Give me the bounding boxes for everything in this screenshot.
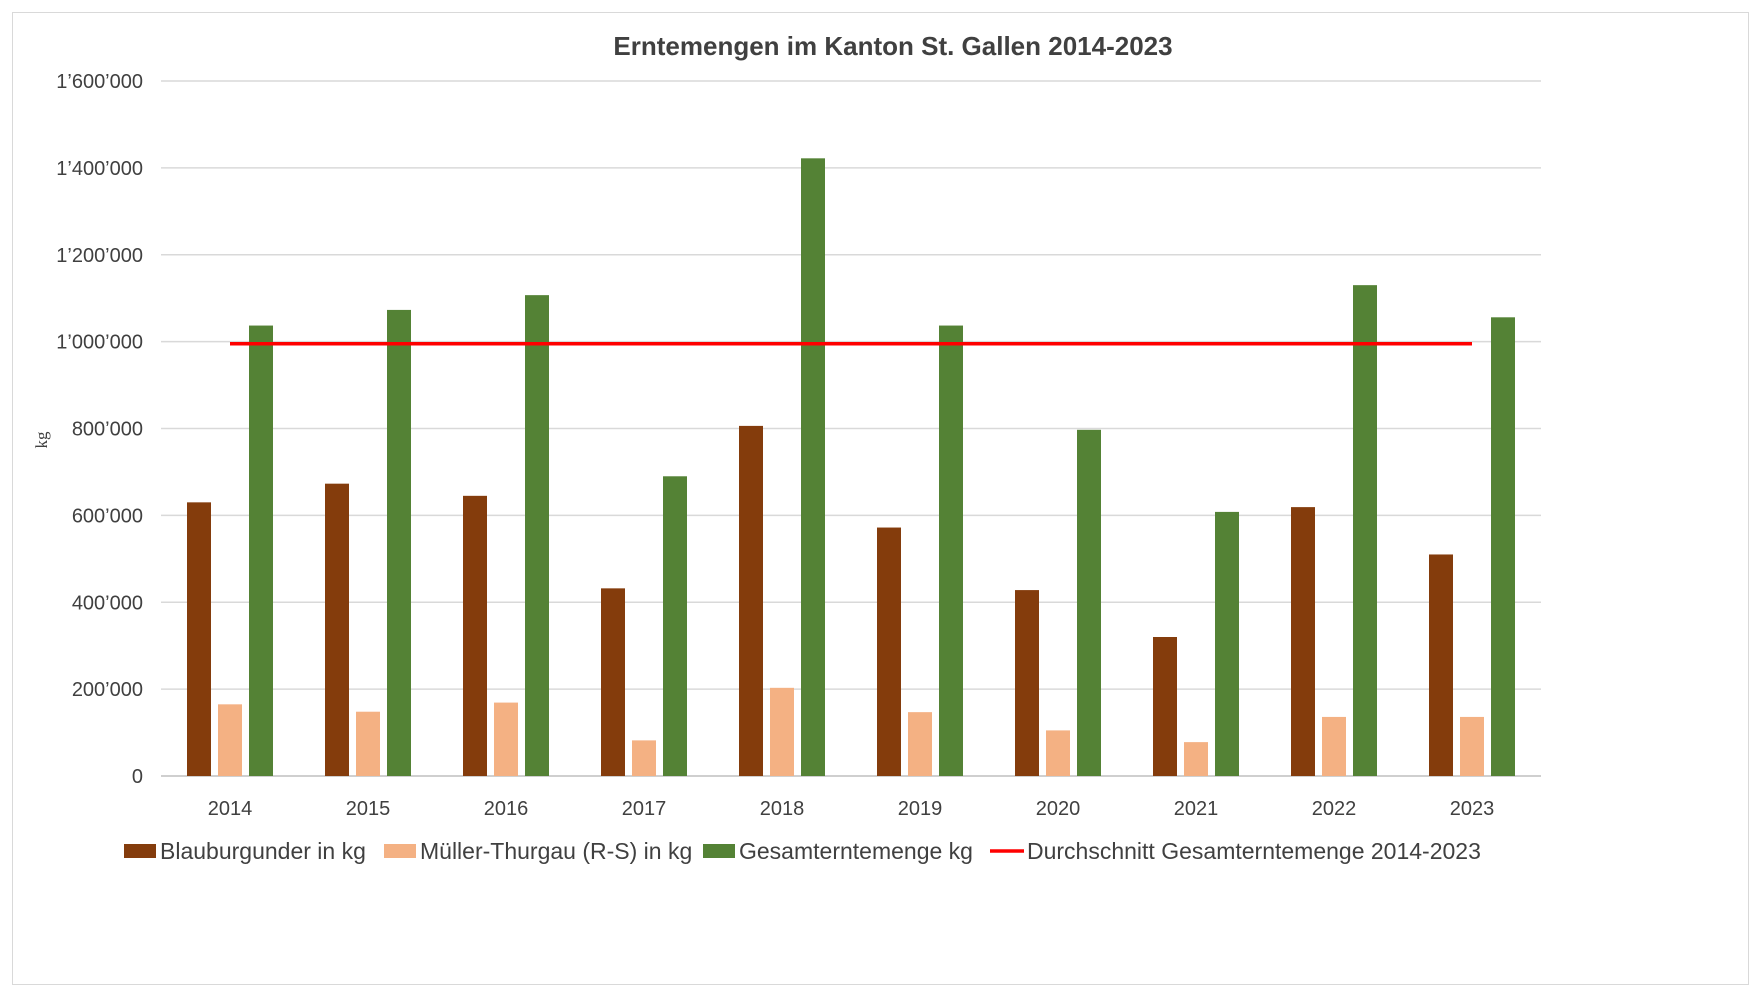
x-tick-label: 2014 bbox=[208, 798, 253, 820]
gesamterntemenge-bar-2020 bbox=[1077, 429, 1101, 776]
mueller-thurgau-bar-2018 bbox=[770, 687, 794, 776]
x-tick-label: 2021 bbox=[1174, 798, 1219, 820]
y-tick-label: 1’000’000 bbox=[56, 332, 143, 354]
x-tick-label: 2019 bbox=[898, 798, 943, 820]
blauburgunder-bar-2023 bbox=[1429, 554, 1453, 776]
legend-label: Gesamterntemenge kg bbox=[739, 838, 973, 864]
x-axis-ticks: 2014 2015 2016 2017 2018 2019 2020 2021 2022 2023 bbox=[208, 798, 1495, 820]
legend: Blauburgunder in kg Müller-Thurgau (R-S) … bbox=[124, 838, 1481, 864]
gesamterntemenge-bar-2023 bbox=[1491, 317, 1515, 776]
mueller-thurgau-bar-2014 bbox=[218, 704, 242, 776]
x-tick-label: 2022 bbox=[1312, 798, 1357, 820]
blauburgunder-bar-2021 bbox=[1153, 637, 1177, 776]
mueller-thurgau-bar-2021 bbox=[1184, 742, 1208, 776]
chart-svg: Erntemengen im Kanton St. Gallen 2014-20… bbox=[32, 31, 1541, 864]
y-tick-label: 400’000 bbox=[72, 592, 143, 614]
mueller-thurgau-bar-2016 bbox=[494, 702, 518, 776]
gesamterntemenge-bar-2018 bbox=[801, 158, 825, 777]
blauburgunder-bar-2018 bbox=[739, 425, 763, 776]
gridlines bbox=[161, 80, 1541, 777]
y-tick-label: 1’600’000 bbox=[56, 71, 143, 93]
x-tick-label: 2018 bbox=[760, 798, 805, 820]
legend-item: Müller-Thurgau (R-S) in kg bbox=[384, 838, 692, 864]
legend-item: Gesamterntemenge kg bbox=[703, 838, 973, 864]
legend-swatch bbox=[703, 844, 735, 858]
bars bbox=[187, 158, 1515, 777]
chart-title: Erntemengen im Kanton St. Gallen 2014-20… bbox=[613, 31, 1172, 61]
y-tick-label: 1’200’000 bbox=[56, 245, 143, 267]
x-tick-label: 2023 bbox=[1450, 798, 1495, 820]
blauburgunder-bar-2016 bbox=[463, 495, 487, 776]
gesamterntemenge-bar-2016 bbox=[525, 295, 549, 776]
legend-label: Blauburgunder in kg bbox=[160, 838, 366, 864]
mueller-thurgau-bar-2019 bbox=[908, 712, 932, 776]
gesamterntemenge-bar-2019 bbox=[939, 325, 963, 776]
y-tick-label: 600’000 bbox=[72, 505, 143, 527]
y-tick-label: 1’400’000 bbox=[56, 158, 143, 180]
legend-item: Durchschnitt Gesamterntemenge 2014-2023 bbox=[990, 838, 1481, 864]
blauburgunder-bar-2015 bbox=[325, 483, 349, 776]
chart-area: Erntemengen im Kanton St. Gallen 2014-20… bbox=[12, 12, 1749, 985]
mueller-thurgau-bar-2022 bbox=[1322, 716, 1346, 776]
x-tick-label: 2017 bbox=[622, 798, 667, 820]
gesamterntemenge-bar-2017 bbox=[663, 476, 687, 776]
x-tick-label: 2020 bbox=[1036, 798, 1081, 820]
y-tick-label: 800’000 bbox=[72, 419, 143, 441]
y-tick-label: 200’000 bbox=[72, 679, 143, 701]
y-axis-label: kg bbox=[32, 431, 51, 449]
legend-label: Durchschnitt Gesamterntemenge 2014-2023 bbox=[1027, 838, 1481, 864]
gesamterntemenge-bar-2014 bbox=[249, 325, 273, 776]
x-tick-label: 2016 bbox=[484, 798, 529, 820]
legend-swatch bbox=[384, 844, 416, 858]
blauburgunder-bar-2017 bbox=[601, 588, 625, 776]
y-tick-label: 0 bbox=[132, 766, 143, 788]
mueller-thurgau-bar-2015 bbox=[356, 711, 380, 776]
gesamterntemenge-bar-2022 bbox=[1353, 285, 1377, 776]
blauburgunder-bar-2014 bbox=[187, 502, 211, 776]
y-axis-ticks: 0 200’000 400’000 600’000 800’000 1’000’000 1’… bbox=[56, 71, 143, 788]
blauburgunder-bar-2022 bbox=[1291, 507, 1315, 776]
gesamterntemenge-bar-2021 bbox=[1215, 511, 1239, 776]
legend-label: Müller-Thurgau (R-S) in kg bbox=[420, 838, 692, 864]
legend-swatch bbox=[124, 844, 156, 858]
mueller-thurgau-bar-2023 bbox=[1460, 716, 1484, 776]
blauburgunder-bar-2020 bbox=[1015, 590, 1039, 776]
gesamterntemenge-bar-2015 bbox=[387, 309, 411, 776]
x-tick-label: 2015 bbox=[346, 798, 391, 820]
mueller-thurgau-bar-2017 bbox=[632, 740, 656, 776]
mueller-thurgau-bar-2020 bbox=[1046, 730, 1070, 776]
blauburgunder-bar-2019 bbox=[877, 527, 901, 776]
legend-item: Blauburgunder in kg bbox=[124, 838, 366, 864]
